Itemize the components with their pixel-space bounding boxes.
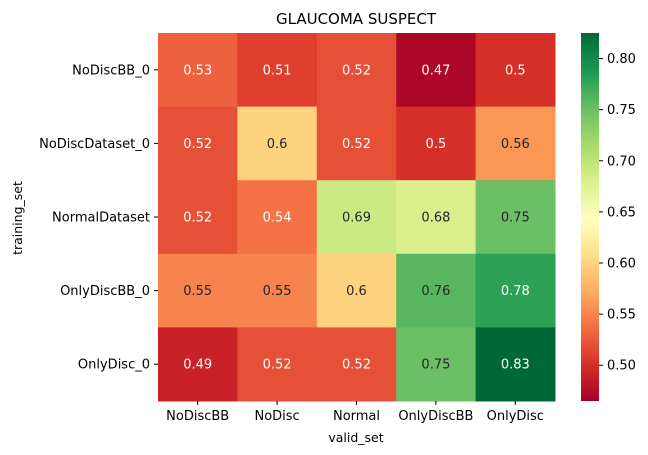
heatmap-cell (158, 253, 238, 328)
cell-annotation: 0.6 (267, 137, 288, 152)
heatmap-cell (475, 253, 556, 328)
cell-annotation: 0.83 (501, 358, 530, 373)
heatmap-cell (158, 106, 238, 181)
cell-annotation: 0.47 (421, 63, 450, 78)
cell-annotation: 0.55 (263, 284, 292, 299)
heatmap-cell (396, 327, 477, 402)
cell-annotation: 0.68 (421, 211, 450, 226)
heatmap-cell (396, 106, 477, 181)
y-tick-label: NormalDataset (52, 211, 150, 226)
heatmap-cell (316, 327, 397, 402)
y-axis-label: training_set (10, 181, 25, 255)
heatmap-cell (475, 180, 556, 255)
chart-title: GLAUCOMA SUSPECT (276, 10, 437, 28)
heatmap-cell (475, 106, 556, 181)
cell-annotation: 0.5 (505, 63, 526, 78)
heatmap-cell (396, 253, 477, 328)
x-tick-label: OnlyDiscBB (398, 409, 473, 424)
x-axis-label: valid_set (328, 430, 383, 445)
y-tick-label: NoDiscDataset_0 (39, 137, 150, 152)
x-tick-label: OnlyDisc (487, 409, 544, 424)
colorbar-tick-label: 0.75 (607, 103, 636, 118)
y-tick-label: OnlyDiscBB_0 (60, 284, 150, 299)
colorbar-ticks: 0.50 0.55 0.60 0.65 0.70 0.75 0.80 (599, 52, 636, 374)
colorbar-tick-label: 0.80 (607, 52, 636, 67)
cell-annotation: 0.75 (421, 358, 450, 373)
y-tick-label: OnlyDisc_0 (78, 358, 150, 373)
heatmap-cell (316, 106, 397, 181)
x-tick-label: NoDiscBB (166, 409, 229, 424)
cell-annotation: 0.56 (501, 137, 530, 152)
cell-annotation: 0.49 (183, 358, 212, 373)
heatmap-cell (158, 180, 238, 255)
heatmap-cell (475, 327, 556, 402)
heatmap-cell (475, 33, 556, 108)
cell-annotation: 0.52 (342, 358, 371, 373)
heatmap-cell (396, 180, 477, 255)
heatmap-cell (158, 327, 238, 402)
cell-annotation: 0.55 (183, 284, 212, 299)
heatmap-cell (237, 106, 318, 181)
x-tick-label: Normal (333, 409, 380, 424)
x-tick-label: NoDisc (254, 409, 299, 424)
colorbar-tick-label: 0.55 (607, 308, 636, 323)
cell-annotation: 0.51 (263, 63, 292, 78)
colorbar-tick-label: 0.65 (607, 205, 636, 220)
heatmap-cell (237, 327, 318, 402)
heatmap-cell (396, 33, 477, 108)
cell-annotation: 0.78 (501, 284, 530, 299)
cell-annotation: 0.52 (263, 358, 292, 373)
cell-annotation: 0.52 (183, 211, 212, 226)
cell-annotation: 0.53 (183, 63, 212, 78)
heatmap-cell (237, 180, 318, 255)
heatmap-cell (237, 33, 318, 108)
colorbar-tick-label: 0.50 (607, 359, 636, 374)
cell-annotation: 0.52 (342, 137, 371, 152)
cell-annotation: 0.54 (263, 211, 292, 226)
cell-annotation: 0.52 (183, 137, 212, 152)
heatmap-cell (316, 253, 397, 328)
y-axis-ticks: NoDiscBB_0 NoDiscDataset_0 NormalDataset On… (39, 63, 158, 373)
y-tick-label: NoDiscBB_0 (72, 63, 150, 78)
cell-annotation: 0.69 (342, 211, 371, 226)
x-axis-ticks: NoDiscBB NoDisc Normal OnlyDiscBB OnlyDisc (166, 401, 544, 424)
heatmap-cell (158, 33, 238, 108)
heatmap-cells: 0.53 0.51 0.52 0.47 0.5 0.52 0.6 0.52 0.5 0.56 0.5… (158, 33, 556, 402)
colorbar-tick-label: 0.70 (607, 154, 636, 169)
heatmap-cell (316, 180, 397, 255)
cell-annotation: 0.52 (342, 63, 371, 78)
cell-annotation: 0.76 (421, 284, 450, 299)
cell-annotation: 0.75 (501, 211, 530, 226)
cell-annotation: 0.5 (426, 137, 447, 152)
cell-annotation: 0.6 (346, 284, 367, 299)
heatmap-cell (316, 33, 397, 108)
colorbar (581, 33, 599, 401)
heatmap-cell (237, 253, 318, 328)
colorbar-tick-label: 0.60 (607, 257, 636, 272)
